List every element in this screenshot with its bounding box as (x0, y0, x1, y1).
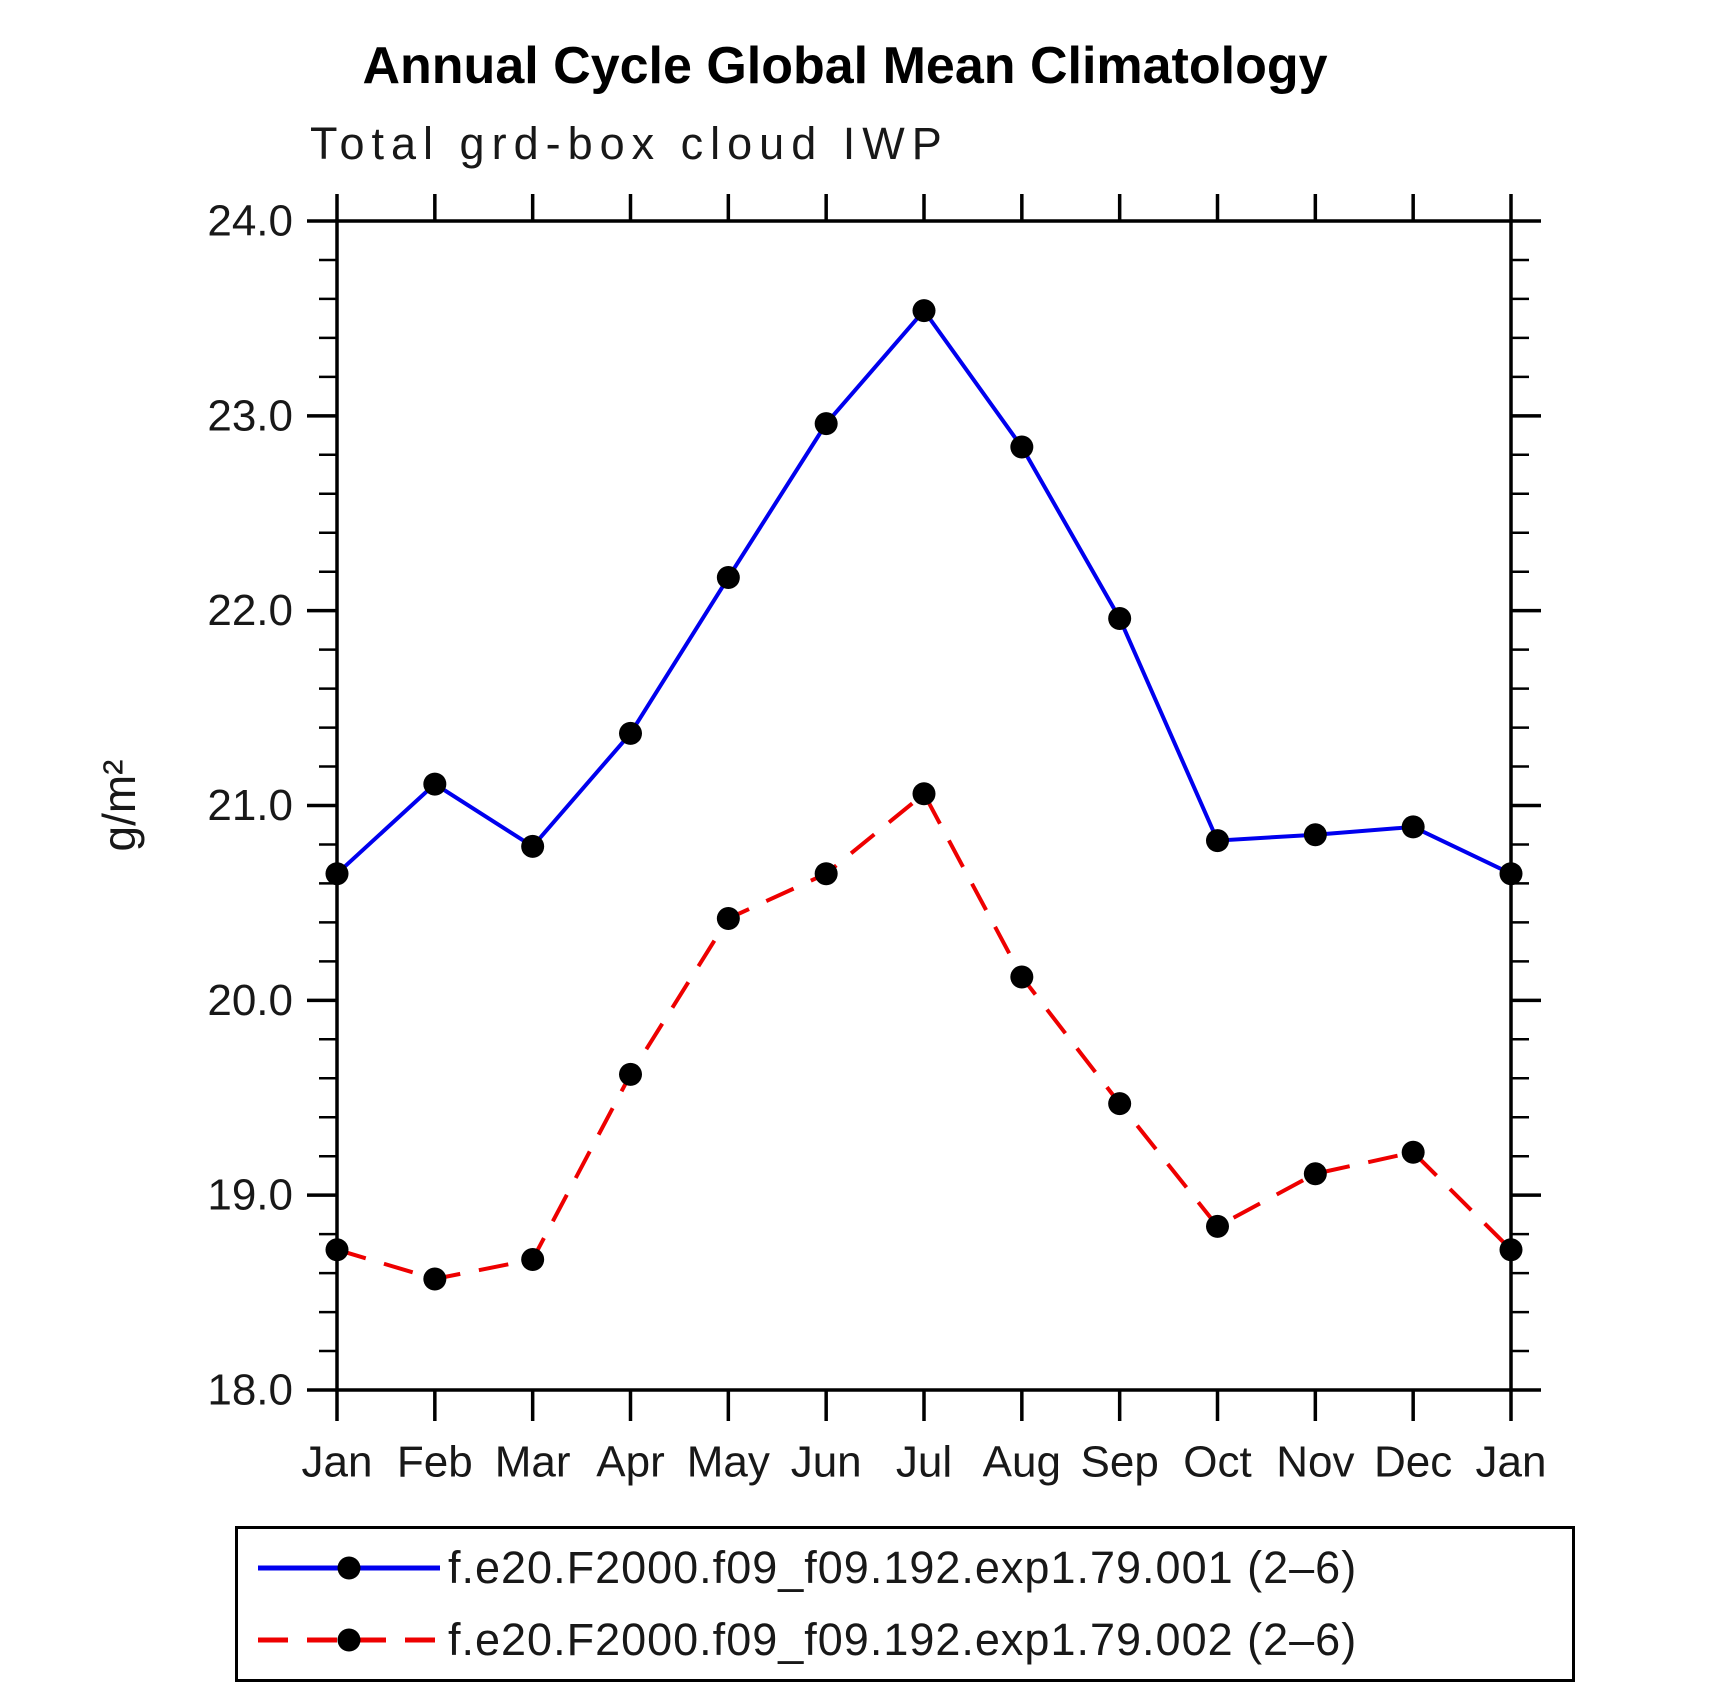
legend-entry-series-2: f.e20.F2000.f09_f09.192.exp1.79.002 (2–6… (238, 1608, 1572, 1672)
data-point-marker (1206, 829, 1229, 853)
data-point-marker (814, 862, 838, 886)
x-tick-label: Apr (596, 1438, 664, 1487)
x-tick-label: Jan (1476, 1438, 1547, 1487)
data-point-marker (521, 834, 545, 858)
data-point-marker (325, 1238, 349, 1262)
data-point-marker (1499, 1238, 1523, 1262)
y-tick-label: 18.0 (207, 1366, 293, 1415)
data-point-marker (1499, 862, 1523, 886)
x-tick-label: Aug (983, 1438, 1061, 1487)
data-point-marker (619, 721, 642, 745)
data-point-marker (716, 907, 740, 931)
plot-frame (335, 219, 1513, 1392)
data-point-marker (1401, 1140, 1425, 1164)
y-tick-label: 23.0 (207, 391, 293, 440)
data-point-marker (1303, 823, 1327, 847)
series-markers-1 (325, 299, 1523, 886)
legend-label-series-2: f.e20.F2000.f09_f09.192.exp1.79.002 (2–6… (448, 1614, 1358, 1665)
y-tick-label: 21.0 (207, 781, 293, 830)
x-tick-label: Jan (302, 1438, 373, 1487)
data-point-marker (1108, 606, 1132, 630)
data-point-marker (912, 299, 936, 323)
data-point-marker (1010, 435, 1034, 459)
data-point-marker (521, 1247, 545, 1271)
x-tick-label: Nov (1276, 1438, 1354, 1487)
data-point-marker (912, 782, 936, 806)
x-tick-label: Dec (1374, 1438, 1452, 1487)
series-markers-2 (325, 782, 1523, 1291)
x-tick-label: Sep (1081, 1438, 1159, 1487)
y-axis-tick-labels: 18.0 19.0 20.0 21.0 22.0 23.0 24.0 (207, 197, 293, 1415)
y-tick-label: 20.0 (207, 976, 293, 1025)
x-tick-label: Feb (397, 1438, 473, 1487)
data-point-marker (1010, 965, 1034, 989)
chart-title: Annual Cycle Global Mean Climatology (362, 37, 1328, 95)
data-point-marker (1108, 1092, 1132, 1116)
y-tick-label: 24.0 (207, 197, 293, 246)
x-tick-label: Mar (495, 1438, 571, 1487)
y-tick-label: 19.0 (207, 1171, 293, 1220)
legend-box: f.e20.F2000.f09_f09.192.exp1.79.001 (2–6… (235, 1526, 1575, 1682)
data-point-marker (716, 566, 740, 590)
data-point-marker (1401, 815, 1425, 839)
dashed-line-marker-icon (258, 1628, 440, 1652)
x-axis-tick-labels: Jan Feb Mar Apr May Jun Jul Aug Sep Oct Nov Dec Jan (302, 1438, 1547, 1487)
x-tick-label: May (687, 1438, 770, 1487)
x-tick-label: Jun (791, 1438, 862, 1487)
legend-entry-series-1: f.e20.F2000.f09_f09.192.exp1.79.001 (2–6… (238, 1536, 1572, 1600)
y-axis-title: g/m² (93, 760, 145, 852)
data-point-marker (619, 1062, 642, 1086)
data-point-marker (325, 862, 349, 886)
data-point-marker (814, 412, 838, 436)
chart-subtitle: Total grd-box cloud IWP (310, 118, 949, 169)
legend-label-series-1: f.e20.F2000.f09_f09.192.exp1.79.001 (2–6… (448, 1542, 1358, 1593)
data-point-marker (423, 772, 447, 796)
data-point-marker (423, 1267, 447, 1291)
solid-line-marker-icon (258, 1556, 440, 1580)
y-axis-ticks (307, 219, 1541, 1392)
series-line-2 (336, 790, 1513, 1282)
x-axis-ticks (335, 194, 1513, 1421)
y-tick-label: 22.0 (207, 586, 293, 635)
x-tick-label: Jul (896, 1438, 952, 1487)
x-tick-label: Oct (1183, 1438, 1251, 1487)
data-point-marker (1303, 1162, 1327, 1186)
data-point-marker (1206, 1214, 1229, 1238)
